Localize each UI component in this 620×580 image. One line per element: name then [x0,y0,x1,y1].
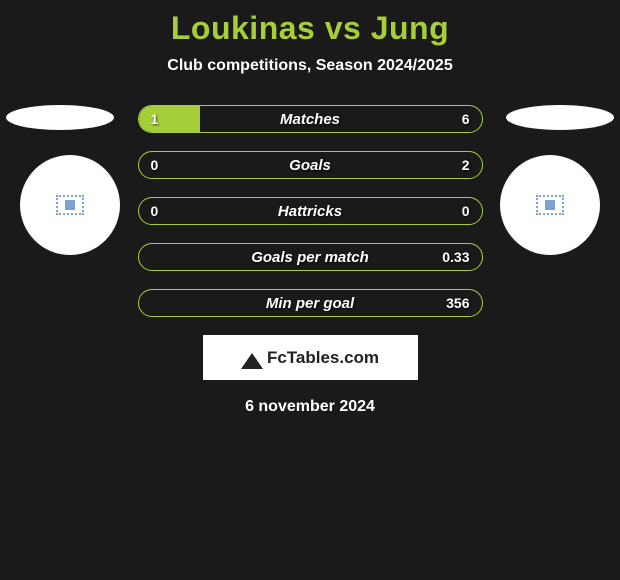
stat-row: Min per goal356 [138,289,483,317]
comparison-panel: Matches16Goals02Hattricks00Goals per mat… [0,105,620,416]
stat-value-right: 356 [446,290,469,316]
stat-row: Goals0 2 [138,151,483,179]
subtitle: Club competitions, Season 2024/2025 [0,57,620,75]
stat-label: Matches [139,106,482,132]
avatar-right [500,155,600,255]
date-label: 6 november 2024 [0,398,620,416]
stat-value-right: 0.33 [442,244,469,270]
brand-badge: FcTables.com [203,335,418,380]
stat-value-left: 1 [151,106,159,132]
page-title: Loukinas vs Jung [0,0,620,47]
player-tag-right [506,105,614,130]
stat-label: Goals [139,152,482,178]
avatar-left [20,155,120,255]
avatar-placeholder-icon [536,195,564,215]
stat-label: Min per goal [139,290,482,316]
brand-text: FcTables.com [267,348,379,368]
stat-label: Goals per match [139,244,482,270]
stat-bars: Matches16Goals02Hattricks00Goals per mat… [138,105,483,317]
stat-value-right: 0 [462,198,470,224]
stat-row: Matches1 6 [138,105,483,133]
stat-label: Hattricks [139,198,482,224]
avatar-placeholder-icon [56,195,84,215]
stat-value-left: 0 [151,198,159,224]
stat-row: Goals per match0.33 [138,243,483,271]
stat-row: Hattricks0 0 [138,197,483,225]
stat-value-right: 6 [462,106,470,132]
stat-value-right: 2 [462,152,470,178]
player-tag-left [6,105,114,130]
stat-value-left: 0 [151,152,159,178]
brand-chart-icon [241,347,263,369]
